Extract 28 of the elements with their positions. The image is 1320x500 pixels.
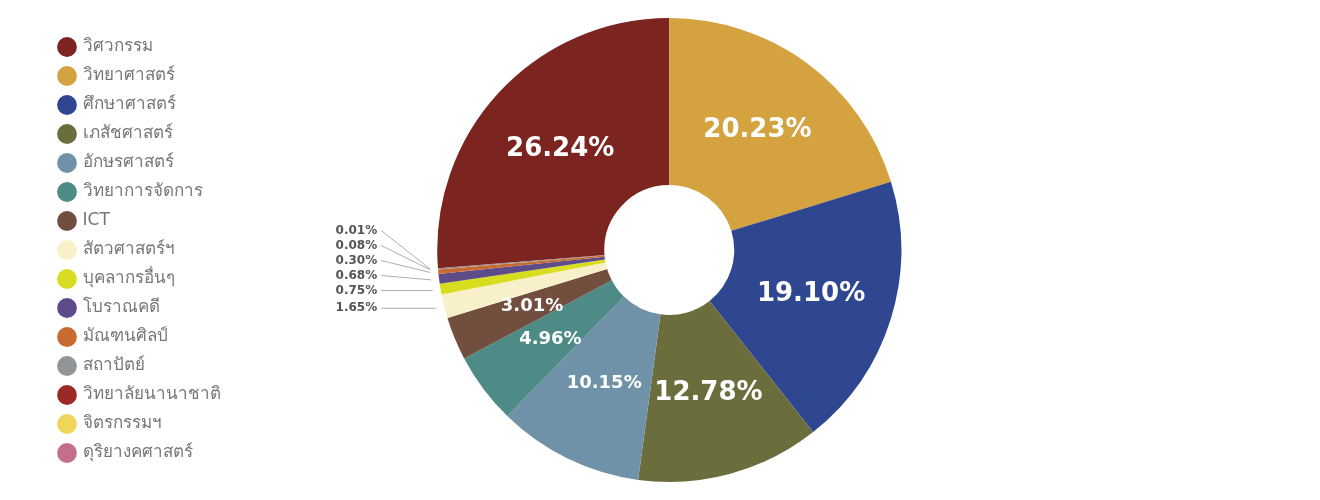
data-label: 0.68%	[335, 267, 378, 282]
data-label: 1.65%	[335, 300, 378, 315]
legend-label: ICT	[82, 209, 111, 230]
data-label: 0.01%	[335, 222, 378, 237]
data-label: 0.30%	[335, 252, 378, 267]
legend-label: สัตวศาสตร์ฯ	[82, 238, 175, 259]
legend-label: วิศวกรรม	[82, 35, 153, 56]
data-label: 10.15%	[566, 371, 642, 393]
data-label: 12.78%	[654, 375, 763, 406]
legend-label: ดุริยางคศาสตร์	[82, 441, 193, 463]
data-label: 26.24%	[506, 131, 615, 162]
data-label: 3.01%	[500, 294, 564, 316]
legend-label: มัณฑนศิลป์	[82, 325, 168, 346]
legend-label: โบราณคดี	[82, 296, 160, 317]
data-label: 0.08%	[335, 237, 378, 252]
data-label: 20.23%	[703, 113, 812, 144]
data-label: 0.75%	[335, 282, 378, 297]
legend-label: ศึกษาศาสตร์	[82, 93, 176, 114]
legend-label: วิทยาลัยนานาชาติ	[82, 383, 221, 404]
data-label: 4.96%	[519, 326, 582, 348]
legend-label: วิทยาศาสตร์	[82, 64, 175, 85]
legend-label: บุคลากรอื่นๆ	[82, 265, 175, 289]
legend-label: สถาปัตย์	[82, 354, 145, 375]
data-label: 19.10%	[756, 276, 866, 307]
legend-label: อักษรศาสตร์	[82, 151, 174, 172]
legend-label: วิทยาการจัดการ	[82, 180, 203, 201]
legend-label: จิตรกรรมฯ	[82, 412, 162, 433]
legend-label: เภสัชศาสตร์	[82, 122, 173, 143]
